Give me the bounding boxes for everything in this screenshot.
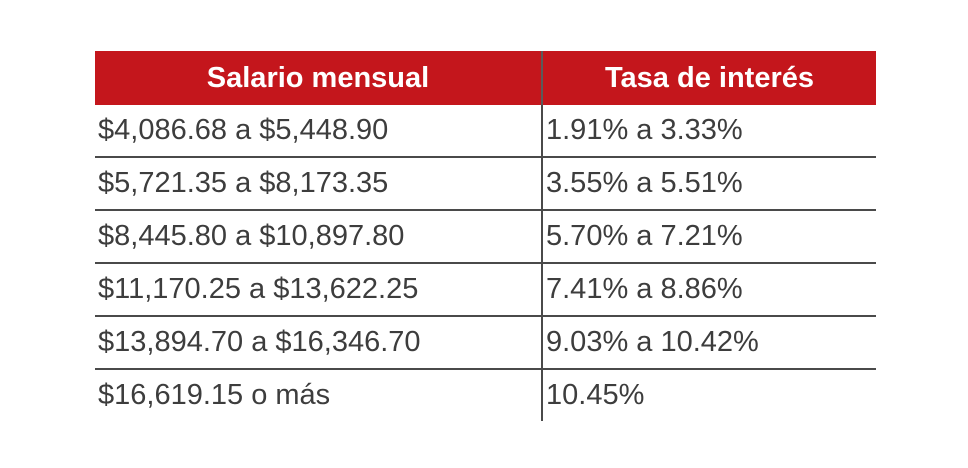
- interest-rate-cell: 5.70% a 7.21%: [542, 210, 876, 264]
- interest-rate-cell: 9.03% a 10.42%: [542, 316, 876, 370]
- salary-range-cell: $11,170.25 a $13,622.25: [95, 263, 543, 317]
- table-row: $13,894.70 a $16,346.70 9.03% a 10.42%: [95, 316, 876, 370]
- table-header: Salario mensual Tasa de interés: [95, 51, 876, 105]
- table-row: $16,619.15 o más 10.45%: [95, 369, 876, 421]
- header-salario-mensual: Salario mensual: [95, 51, 543, 105]
- salary-rate-table-container: Salario mensual Tasa de interés $4,086.6…: [95, 51, 876, 421]
- header-tasa-de-interes: Tasa de interés: [542, 51, 876, 105]
- header-row: Salario mensual Tasa de interés: [95, 51, 876, 105]
- table-row: $11,170.25 a $13,622.25 7.41% a 8.86%: [95, 263, 876, 317]
- salary-range-cell: $13,894.70 a $16,346.70: [95, 316, 543, 370]
- salary-range-cell: $5,721.35 a $8,173.35: [95, 157, 543, 211]
- interest-rate-cell: 7.41% a 8.86%: [542, 263, 876, 317]
- interest-rate-cell: 1.91% a 3.33%: [542, 105, 876, 158]
- salary-rate-table: Salario mensual Tasa de interés $4,086.6…: [95, 51, 876, 421]
- salary-range-cell: $4,086.68 a $5,448.90: [95, 105, 543, 158]
- table-row: $5,721.35 a $8,173.35 3.55% a 5.51%: [95, 157, 876, 211]
- interest-rate-cell: 10.45%: [546, 379, 645, 411]
- salary-range-cell: $8,445.80 a $10,897.80: [95, 210, 543, 264]
- table-body: $4,086.68 a $5,448.90 1.91% a 3.33% $5,7…: [95, 105, 876, 421]
- salary-range-cell: $16,619.15 o más: [95, 369, 543, 421]
- interest-rate-cell: 3.55% a 5.51%: [542, 157, 876, 211]
- table-row: $8,445.80 a $10,897.80 5.70% a 7.21%: [95, 210, 876, 264]
- table-row: $4,086.68 a $5,448.90 1.91% a 3.33%: [95, 105, 876, 158]
